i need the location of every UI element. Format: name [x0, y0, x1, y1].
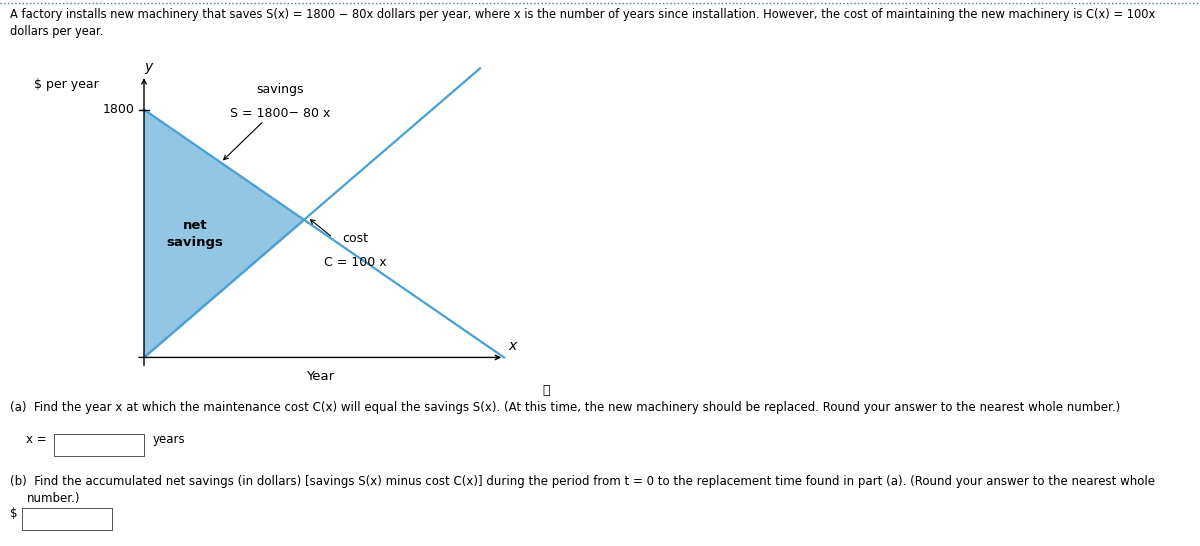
- Text: x: x: [509, 339, 517, 353]
- Text: net
savings: net savings: [167, 218, 223, 248]
- Text: 1800: 1800: [102, 103, 134, 116]
- Text: number.): number.): [26, 492, 80, 506]
- Text: x =: x =: [26, 433, 47, 446]
- Text: cost: cost: [342, 232, 368, 245]
- Text: S = 1800− 80 x: S = 1800− 80 x: [230, 107, 330, 120]
- Text: Year: Year: [306, 370, 334, 383]
- Text: savings: savings: [257, 83, 304, 96]
- Text: (a)  Find the year x at which the maintenance cost C(x) will equal the savings S: (a) Find the year x at which the mainten…: [10, 401, 1120, 414]
- Text: ⓘ: ⓘ: [542, 384, 550, 397]
- Text: A factory installs new machinery that saves S(x) = 1800 − 80x dollars per year, : A factory installs new machinery that sa…: [10, 8, 1154, 21]
- Text: y: y: [144, 60, 152, 74]
- Text: $: $: [10, 507, 17, 520]
- Text: C = 100 x: C = 100 x: [324, 256, 386, 269]
- Text: $ per year: $ per year: [35, 79, 100, 91]
- Text: (b)  Find the accumulated net savings (in dollars) [savings S(x) minus cost C(x): (b) Find the accumulated net savings (in…: [10, 475, 1154, 488]
- Text: dollars per year.: dollars per year.: [10, 25, 103, 38]
- Text: years: years: [152, 433, 185, 446]
